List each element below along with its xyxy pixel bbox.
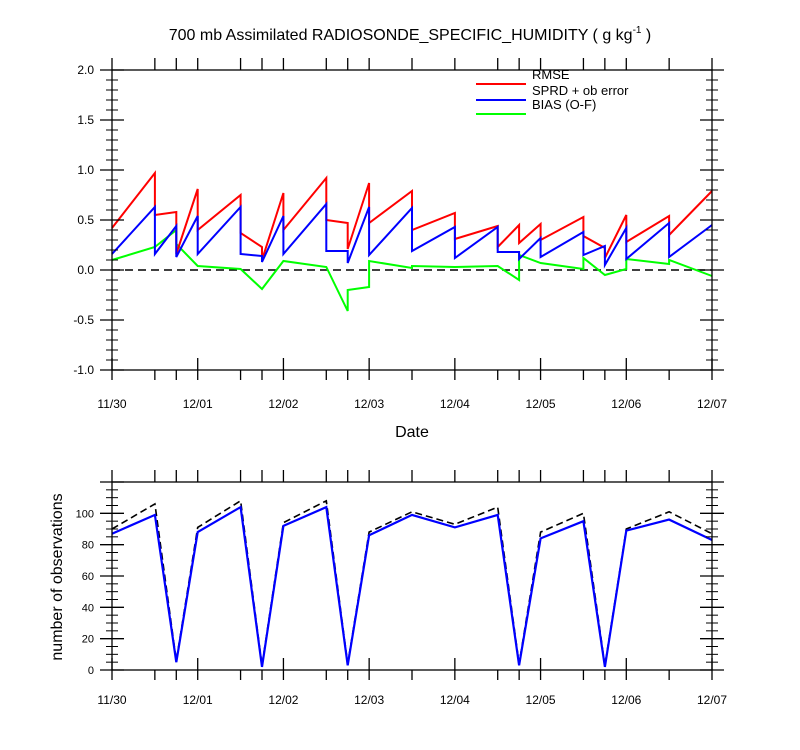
- top-y-tick-label: -0.5: [73, 313, 94, 327]
- top-x-tick-label: 12/03: [354, 397, 384, 411]
- bottom-x-tick-label: 12/02: [268, 693, 298, 707]
- bottom-y-tick-label: 0: [88, 665, 94, 677]
- bottom-panel: 100 80 60 40 20 0 11/30 12/01 12/02 12/03 12/04 12…: [49, 470, 727, 707]
- bottom-x-tick-label: 12/06: [611, 693, 641, 707]
- top-x-tick-label: 12/01: [183, 397, 213, 411]
- bottom-y-tick-label: 60: [82, 571, 94, 583]
- top-x-tick-label: 12/02: [268, 397, 298, 411]
- top-x-tick-label: 12/07: [697, 397, 727, 411]
- top-y-tick-label: 0.0: [77, 263, 94, 277]
- bottom-series-group: [111, 499, 713, 668]
- bottom-y-tick-label: 40: [82, 602, 94, 614]
- bottom-x-tick-labels: 11/30 12/01 12/02 12/03 12/04 12/05 12/06 12/07: [97, 693, 727, 707]
- top-x-tick-label: 12/06: [611, 397, 641, 411]
- bottom-frame: [111, 481, 713, 671]
- top-panel: 2.01.51.00.50.0-0.5-1.0 11/30 12/01 12/02 1…: [73, 58, 727, 441]
- bottom-series-possible-observations: [111, 499, 713, 666]
- top-y-tick-label: -1.0: [73, 363, 94, 377]
- bottom-x-tick-label: 12/01: [183, 693, 213, 707]
- top-x-axis-title: Date: [395, 424, 429, 441]
- top-x-tick-label: 12/04: [440, 397, 470, 411]
- top-axes: [100, 58, 724, 380]
- bottom-x-tick-label: 12/07: [697, 693, 727, 707]
- top-y-tick-label: 1.5: [77, 113, 94, 127]
- bottom-y-tick-labels: 100 80 60 40 20 0: [76, 508, 94, 677]
- bottom-y-tick-label: 80: [82, 540, 94, 552]
- top-x-tick-label: 12/05: [526, 397, 556, 411]
- bottom-y-tick-label: 20: [82, 634, 94, 646]
- chart-title-superscript: -1: [633, 25, 642, 36]
- legend-label: RMSE: [532, 67, 570, 82]
- bottom-axes: [100, 470, 724, 680]
- top-x-tick-label: 11/30: [97, 397, 126, 411]
- bottom-x-tick-label: 12/03: [354, 693, 384, 707]
- top-y-tick-labels: 2.0 1.5 1.0 0.5 0.0 -0.5 -1.0: [73, 63, 94, 377]
- series-line-sprd-ob-error: [111, 201, 713, 269]
- bottom-x-tick-label: 12/05: [526, 693, 556, 707]
- chart-title-main: 700 mb Assimilated RADIOSONDE_SPECIFIC_H…: [169, 27, 633, 44]
- bottom-y-tick-label: 100: [76, 508, 94, 520]
- series-line-rmse: [111, 170, 713, 261]
- bottom-x-tick-label: 11/30: [97, 693, 126, 707]
- top-x-tick-labels: 11/30 12/01 12/02 12/03 12/04 12/05 12/06 12/07: [97, 397, 727, 411]
- top-y-tick-label: 2.0: [77, 63, 94, 77]
- legend-label: BIAS (O-F): [532, 97, 596, 112]
- series-line-bias-o-f-: [111, 227, 713, 312]
- chart-title: 700 mb Assimilated RADIOSONDE_SPECIFIC_H…: [169, 25, 652, 44]
- chart-title-close: ): [641, 27, 651, 44]
- bottom-series-assimilated-observations: [111, 505, 713, 668]
- bottom-x-tick-label: 12/04: [440, 693, 470, 707]
- legend-label: SPRD + ob error: [532, 83, 629, 98]
- top-series-group: [111, 170, 713, 312]
- top-y-tick-label: 0.5: [77, 213, 94, 227]
- bottom-y-axis-title: number of observations: [49, 493, 66, 660]
- top-y-tick-label: 1.0: [77, 163, 94, 177]
